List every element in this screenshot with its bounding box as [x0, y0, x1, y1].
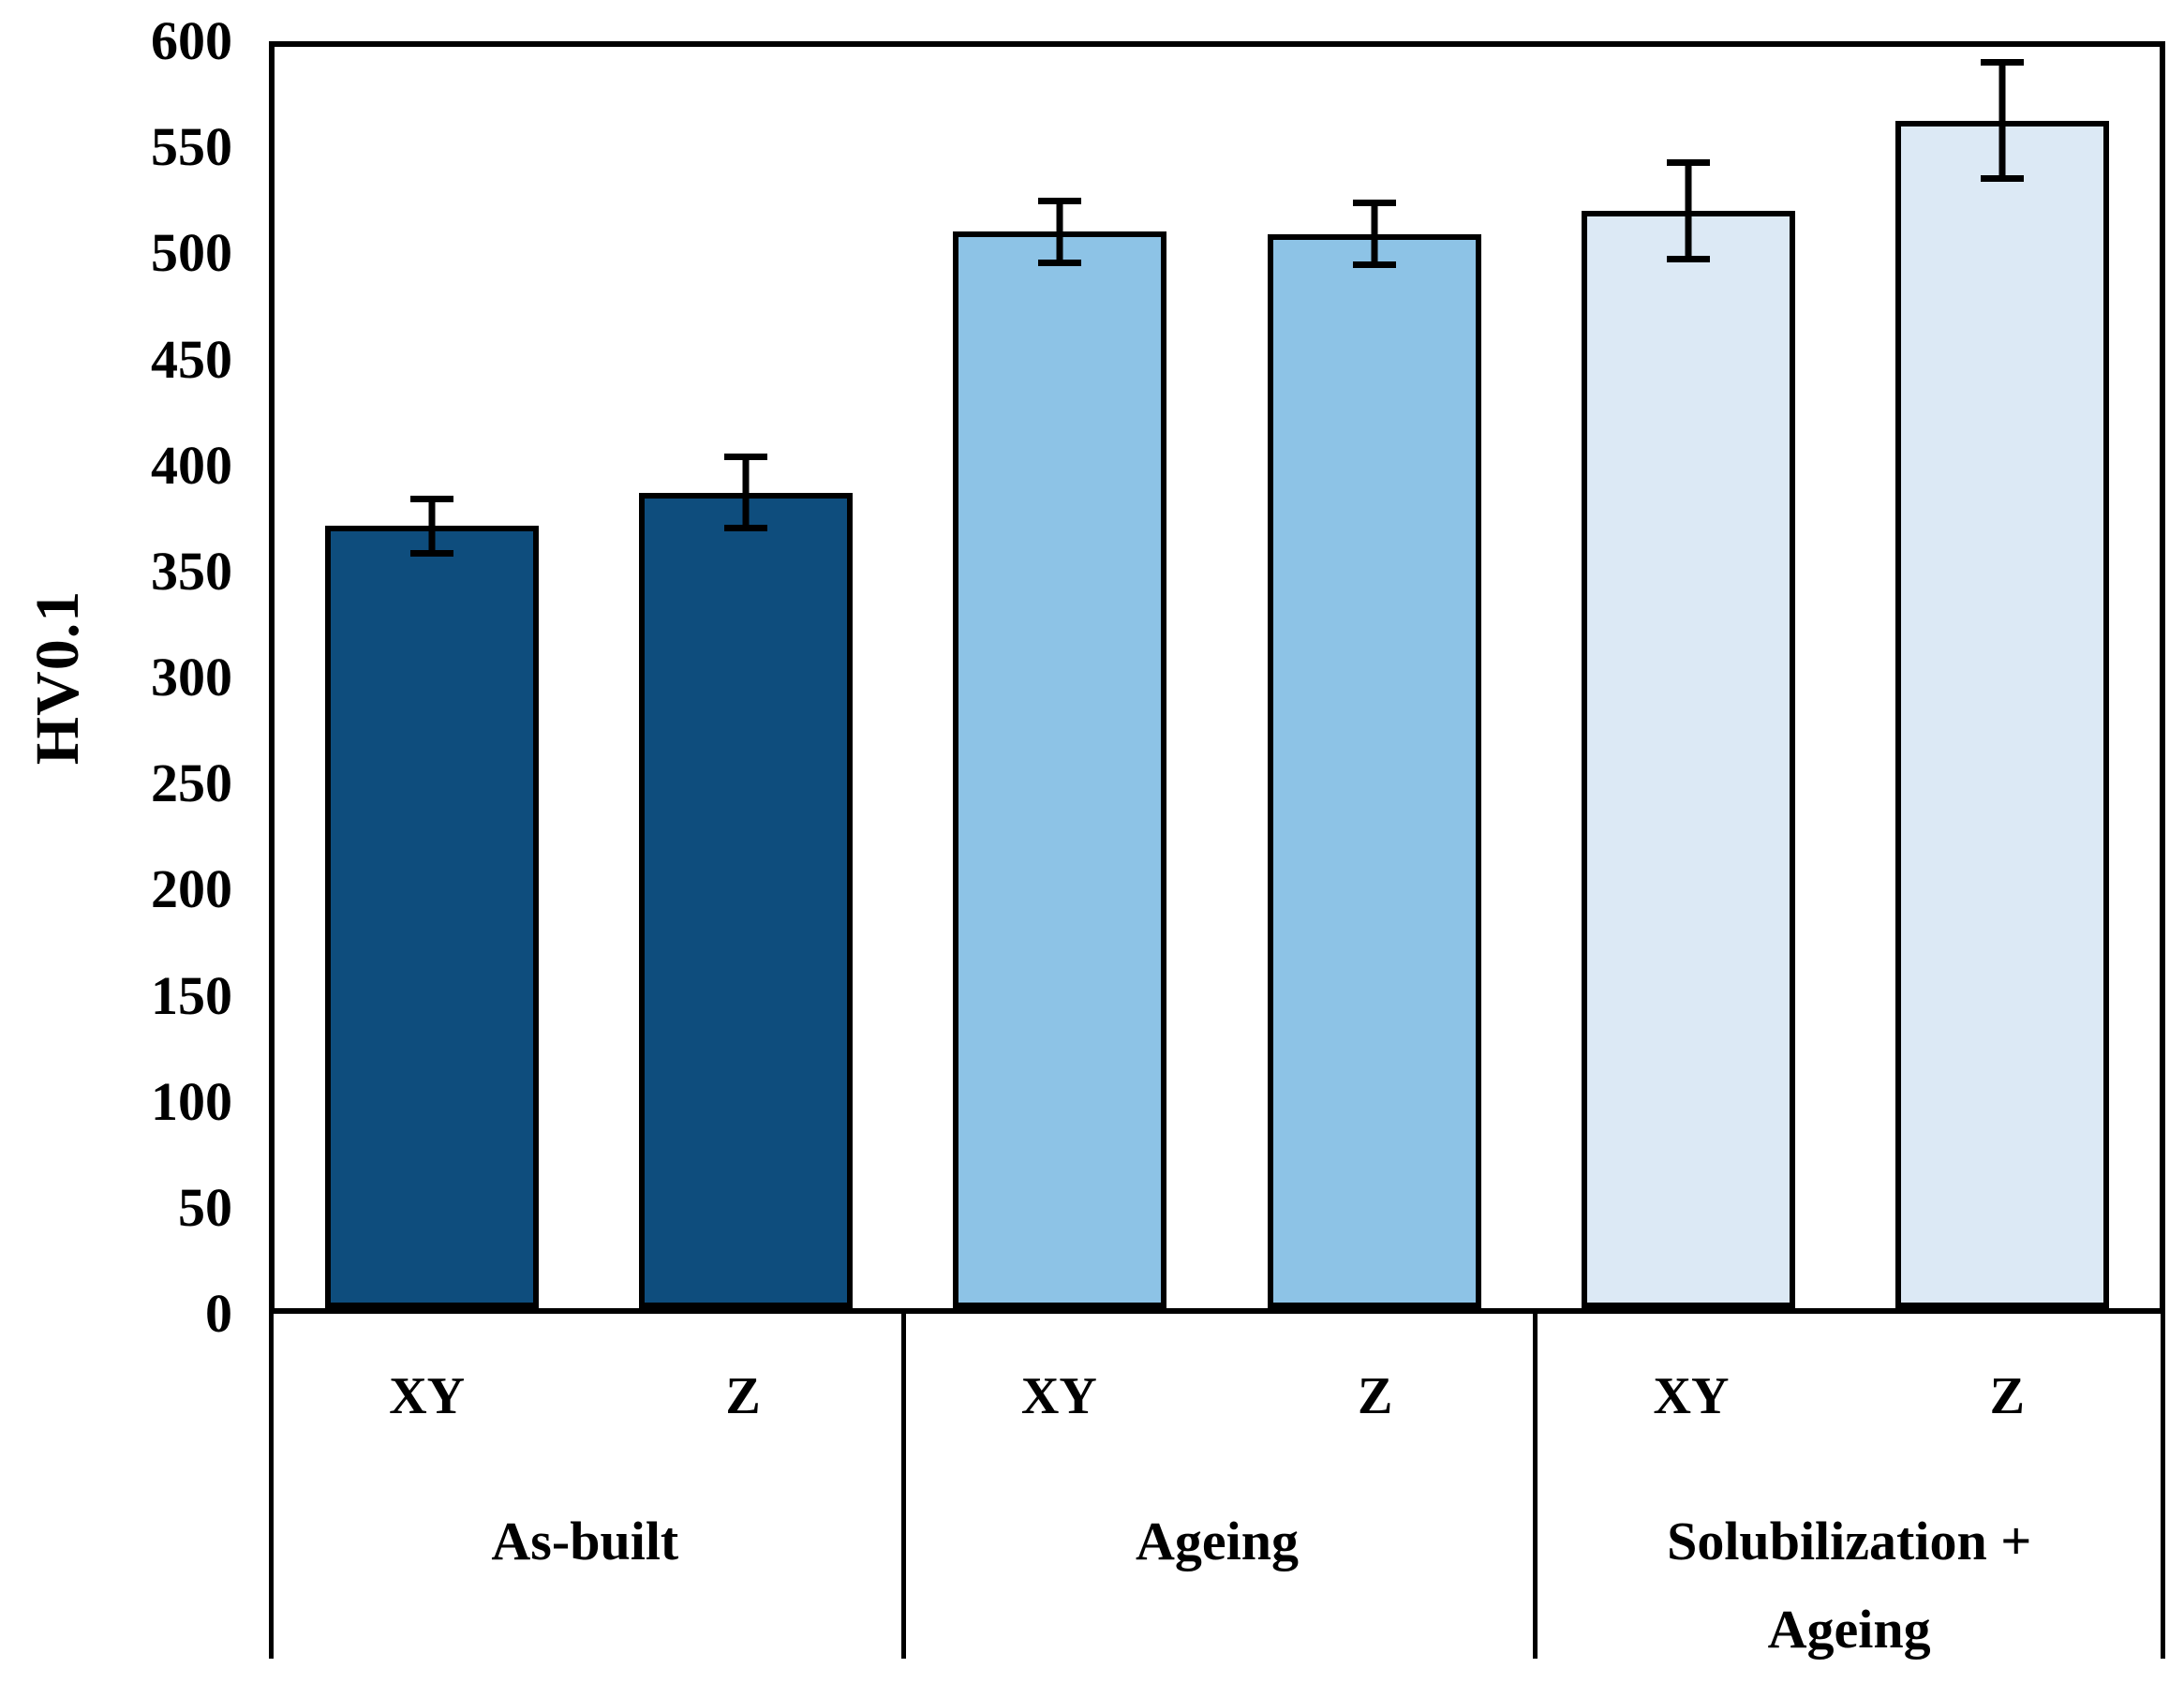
y-tick-label: 450: [151, 328, 232, 390]
bar-slot-as-built-z: [588, 47, 902, 1308]
group-label: Ageing: [1136, 1511, 1299, 1571]
error-bar-cap-top: [1981, 58, 2025, 66]
y-tick-label: 150: [151, 964, 232, 1026]
y-tick-label: 100: [151, 1070, 232, 1132]
error-bar-cap-bottom: [409, 549, 453, 557]
group-divider: [1533, 1314, 1538, 1659]
error-bar-cap-top: [1666, 159, 1710, 167]
category-label: Z: [1357, 1367, 1393, 1425]
group-divider: [900, 1314, 906, 1659]
bar: [1895, 120, 2110, 1308]
error-bar-cap-top: [1038, 197, 1082, 204]
error-bar-cap-bottom: [1666, 255, 1710, 262]
error-bar-line: [1998, 61, 2006, 180]
category-label: Z: [1989, 1367, 2025, 1425]
category-label: XY: [1020, 1367, 1097, 1425]
bar-slot-solubilization-+-ageing-z: [1846, 47, 2160, 1308]
error-bar-cap-bottom: [1352, 261, 1396, 269]
bar: [324, 526, 539, 1308]
y-tick-label: 400: [151, 434, 232, 496]
bar: [953, 231, 1167, 1308]
bar-series: [275, 47, 2160, 1308]
error-bar-line: [1371, 202, 1378, 266]
y-tick-label: 50: [178, 1176, 232, 1238]
error-bar-cap-bottom: [1038, 260, 1082, 267]
category-label-row: XY Z XY Z XY Z: [269, 1314, 2165, 1422]
error-bar-cap-top: [1352, 200, 1396, 206]
y-tick-label: 350: [151, 540, 232, 602]
error-bar-cap-bottom: [723, 524, 767, 531]
group-label-row: As-built Ageing Solubilization + Ageing: [269, 1314, 2165, 1674]
bar-slot-solubilization-+-ageing-xy: [1531, 47, 1845, 1308]
error-bar-line: [1056, 200, 1063, 264]
error-bar-cap-bottom: [1981, 175, 2025, 183]
error-bar-cap-top: [409, 496, 453, 503]
y-tick-label: 200: [151, 858, 232, 920]
group-divider: [269, 1314, 274, 1659]
bar: [1581, 210, 1795, 1308]
category-label: Z: [725, 1367, 761, 1425]
y-tick-label: 250: [151, 752, 232, 814]
y-tick-label: 550: [151, 116, 232, 178]
error-bar-line: [428, 499, 436, 554]
bar-slot-ageing-z: [1217, 47, 1531, 1308]
bar-slot-as-built-xy: [275, 47, 588, 1308]
group-label: As-built: [491, 1511, 679, 1571]
y-tick-label: 0: [205, 1283, 232, 1344]
error-bar-line: [1685, 162, 1692, 260]
y-tick-label: 500: [151, 222, 232, 284]
error-bar-cap-top: [723, 454, 767, 461]
bar: [1267, 233, 1481, 1308]
group-label: Solubilization + Ageing: [1667, 1511, 2032, 1660]
bar-slot-ageing-xy: [903, 47, 1217, 1308]
plot-area: [269, 41, 2165, 1314]
y-tick-label: 600: [151, 10, 232, 71]
category-label: XY: [389, 1367, 466, 1425]
bar: [638, 492, 853, 1308]
error-bar-line: [742, 456, 750, 529]
y-tick-label: 300: [151, 647, 232, 707]
group-divider: [2161, 1314, 2165, 1659]
category-label: XY: [1653, 1367, 1730, 1425]
